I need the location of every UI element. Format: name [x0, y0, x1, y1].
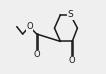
Text: O: O: [26, 22, 33, 31]
Text: S: S: [68, 10, 73, 19]
Text: O: O: [69, 56, 76, 65]
Text: O: O: [33, 50, 40, 59]
